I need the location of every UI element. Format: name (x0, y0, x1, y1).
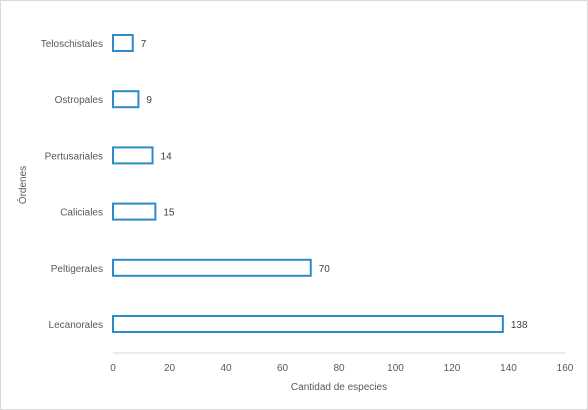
bar (112, 34, 134, 52)
data-label: 9 (146, 95, 152, 106)
data-label: 7 (141, 39, 147, 50)
category-label: Lecanorales (49, 320, 103, 331)
x-tick-label: 0 (110, 363, 116, 374)
bar (112, 146, 154, 165)
x-tick-label: 120 (444, 363, 461, 374)
x-tick-label: 160 (557, 363, 574, 374)
category-label: Caliciales (60, 208, 103, 219)
x-axis-title: Cantidad de especies (291, 382, 387, 393)
category-label: Pertusariales (45, 151, 103, 162)
bar (112, 315, 504, 333)
data-label: 14 (161, 151, 173, 162)
bar (112, 90, 140, 109)
x-tick-label: 140 (500, 363, 517, 374)
x-tick-label: 100 (387, 363, 404, 374)
category-labels-group: Teloschistales Ostropales Pertusariales Cal… (41, 39, 103, 331)
x-tick-labels-group: 0 20 40 60 80 100 120 140 160 (110, 363, 574, 374)
bar (112, 202, 157, 221)
x-tick-label: 40 (220, 363, 232, 374)
x-tick-label: 20 (164, 363, 176, 374)
data-label: 15 (163, 208, 175, 219)
x-tick-label: 80 (333, 363, 345, 374)
data-labels-group: 7 9 14 15 70 138 (141, 39, 528, 331)
y-axis-title: Órdenes (16, 166, 29, 204)
data-label: 138 (511, 320, 528, 331)
category-label: Peltigerales (51, 264, 103, 275)
category-label: Teloschistales (41, 39, 103, 50)
bars-group (112, 34, 504, 333)
bar (112, 258, 312, 277)
x-tick-label: 60 (277, 363, 289, 374)
data-label: 70 (319, 264, 331, 275)
category-label: Ostropales (55, 95, 103, 106)
